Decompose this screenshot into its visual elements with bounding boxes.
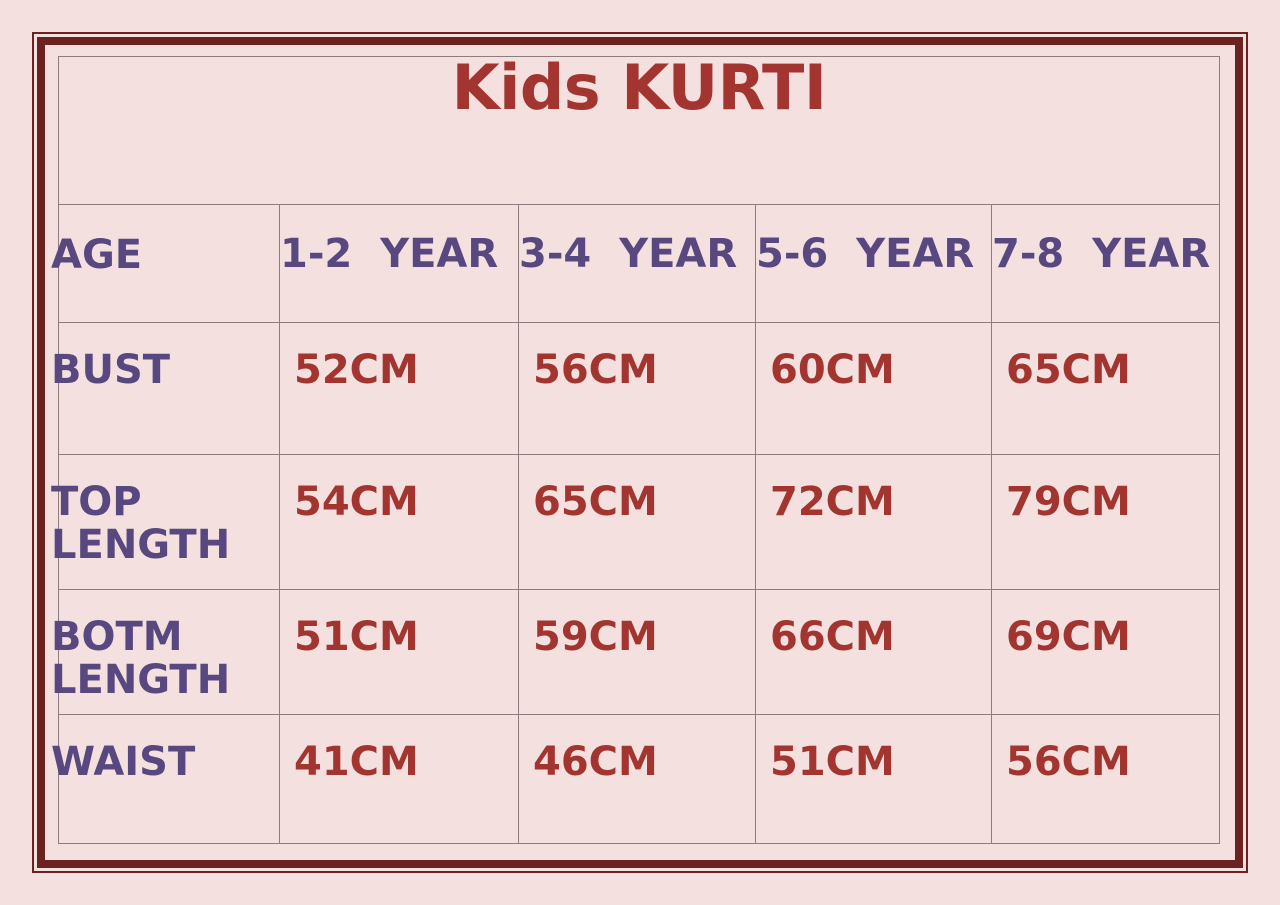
value-top-length-3-4: 65CM	[533, 479, 658, 525]
value-waist-3-4: 46CM	[533, 739, 658, 785]
value-bust-3-4: 56CM	[533, 347, 658, 393]
row-label-cell-top-length: TOP LENGTH	[51, 454, 280, 590]
value-botm-length-3-4: 59CM	[533, 614, 658, 660]
value-cell-botm-length-7-8: 69CM	[991, 589, 1220, 715]
header-cell-age-7-8: 7-8 YEAR	[991, 204, 1220, 323]
value-waist-7-8: 56CM	[1006, 739, 1131, 785]
chart-title-cell: Kids KURTI	[58, 51, 1220, 205]
value-cell-botm-length-3-4: 59CM	[518, 589, 756, 715]
value-cell-botm-length-5-6: 66CM	[755, 589, 992, 715]
header-cell-age: AGE	[51, 204, 280, 323]
row-label-top-length: TOP LENGTH	[51, 479, 231, 569]
header-label-age-3-4: 3-4 YEAR	[519, 231, 738, 277]
value-cell-top-length-7-8: 79CM	[991, 454, 1220, 590]
value-cell-botm-length-1-2: 51CM	[279, 589, 519, 715]
row-label-bust: BUST	[51, 347, 171, 393]
chart-title-row: Kids KURTI	[58, 51, 1220, 205]
value-bust-1-2: 52CM	[294, 347, 419, 393]
value-cell-bust-3-4: 56CM	[518, 322, 756, 455]
value-cell-top-length-1-2: 54CM	[279, 454, 519, 590]
header-label-age: AGE	[51, 232, 143, 278]
table-row: BOTM LENGTH 51CM 59CM 66CM 69CM	[51, 589, 1220, 715]
table-row: TOP LENGTH 54CM 65CM 72CM 79CM	[51, 454, 1220, 590]
header-cell-age-3-4: 3-4 YEAR	[518, 204, 756, 323]
value-cell-waist-7-8: 56CM	[991, 714, 1220, 844]
table-row: WAIST 41CM 46CM 51CM 56CM	[51, 714, 1220, 844]
row-label-waist: WAIST	[51, 739, 196, 785]
value-botm-length-5-6: 66CM	[770, 614, 895, 660]
value-cell-top-length-5-6: 72CM	[755, 454, 992, 590]
header-label-age-1-2: 1-2 YEAR	[280, 231, 499, 277]
value-waist-5-6: 51CM	[770, 739, 895, 785]
header-cell-age-1-2: 1-2 YEAR	[279, 204, 519, 323]
table-header-row: AGE 1-2 YEAR 3-4 YEAR 5-6 YEAR 7-8 YEAR	[51, 204, 1220, 323]
value-waist-1-2: 41CM	[294, 739, 419, 785]
row-label-botm-length: BOTM LENGTH	[51, 614, 231, 704]
value-botm-length-7-8: 69CM	[1006, 614, 1131, 660]
decorative-outer-frame	[32, 32, 1248, 873]
value-cell-bust-1-2: 52CM	[279, 322, 519, 455]
value-bust-7-8: 65CM	[1006, 347, 1131, 393]
value-top-length-7-8: 79CM	[1006, 479, 1131, 525]
value-botm-length-1-2: 51CM	[294, 614, 419, 660]
header-label-age-5-6: 5-6 YEAR	[756, 231, 975, 277]
value-bust-5-6: 60CM	[770, 347, 895, 393]
value-cell-top-length-3-4: 65CM	[518, 454, 756, 590]
header-label-age-7-8: 7-8 YEAR	[992, 231, 1211, 277]
row-label-cell-botm-length: BOTM LENGTH	[51, 589, 280, 715]
value-cell-waist-5-6: 51CM	[755, 714, 992, 844]
value-top-length-5-6: 72CM	[770, 479, 895, 525]
value-cell-bust-5-6: 60CM	[755, 322, 992, 455]
value-cell-waist-3-4: 46CM	[518, 714, 756, 844]
page-title: Kids KURTI	[451, 51, 827, 124]
value-cell-bust-7-8: 65CM	[991, 322, 1220, 455]
value-cell-waist-1-2: 41CM	[279, 714, 519, 844]
decorative-inner-frame	[37, 37, 1243, 868]
row-label-cell-bust: BUST	[51, 322, 280, 455]
table-row: BUST 52CM 56CM 60CM 65CM	[51, 322, 1220, 455]
header-cell-age-5-6: 5-6 YEAR	[755, 204, 992, 323]
value-top-length-1-2: 54CM	[294, 479, 419, 525]
kids-kurti-size-chart-table: Kids KURTI AGE 1-2 YEAR 3-4 YEAR 5-6 YEA…	[51, 51, 1220, 844]
size-chart-plate: Kids KURTI AGE 1-2 YEAR 3-4 YEAR 5-6 YEA…	[51, 51, 1220, 849]
row-label-cell-waist: WAIST	[51, 714, 280, 844]
